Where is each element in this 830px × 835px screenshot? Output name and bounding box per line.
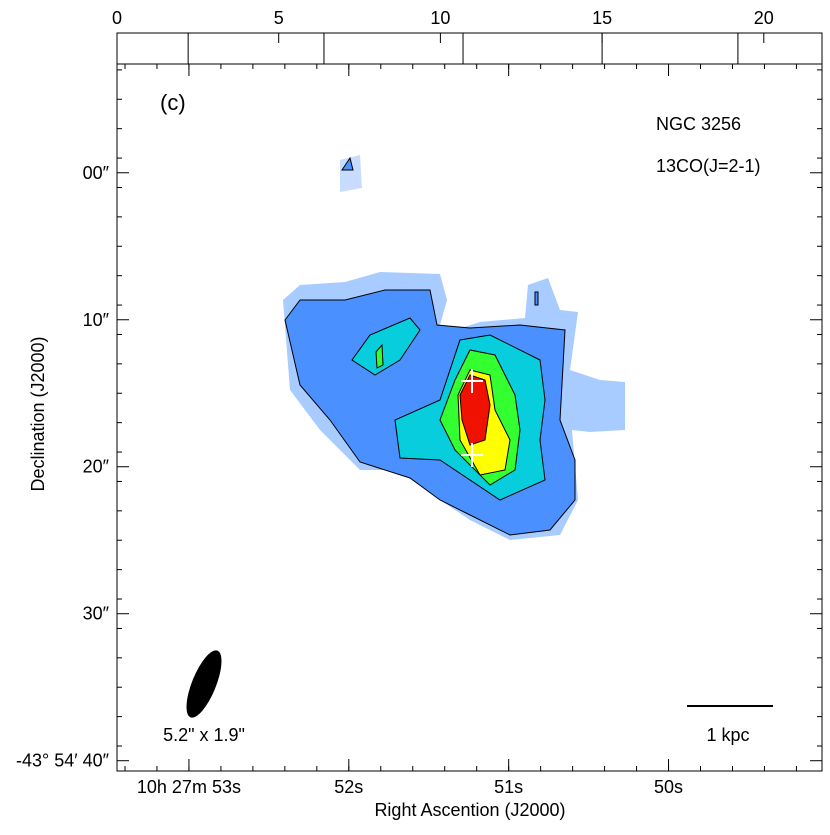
contour-region	[341, 156, 354, 171]
x-tick-label: 51s	[494, 777, 523, 797]
x-tick-label: 10h 27m 53s	[137, 777, 241, 797]
emission-map	[283, 155, 625, 540]
contour-region	[375, 343, 384, 369]
y-tick-label: 10″	[83, 310, 110, 330]
x-tick-label: 52s	[334, 777, 363, 797]
contour-region	[534, 291, 539, 306]
peak-markers	[461, 369, 483, 467]
y-tick-label: 00″	[83, 163, 110, 183]
colorbar-tick-label: 15	[592, 8, 612, 28]
y-tick-label: 20″	[83, 457, 110, 477]
y-axis-label: Declination (J2000)	[28, 336, 48, 491]
x-tick-label: 50s	[654, 777, 683, 797]
x-axis-label: Right Ascention (J2000)	[374, 800, 565, 820]
beam-label: 5.2" x 1.9"	[163, 725, 245, 745]
colorbar-tick-label: 20	[754, 8, 774, 28]
y-tick-label: 30″	[83, 604, 110, 624]
colorbar	[116, 32, 823, 65]
colorbar-tick-label: 5	[274, 8, 284, 28]
scale-label: 1 kpc	[706, 725, 749, 745]
colorbar-tick-label: 10	[430, 8, 450, 28]
object-name: NGC 3256	[656, 114, 741, 134]
colorbar-tick-label: 0	[112, 8, 122, 28]
line-name: 13CO(J=2-1)	[656, 156, 761, 176]
y-tick-label: -43° 54′ 40″	[16, 751, 110, 771]
contour-region	[351, 317, 421, 376]
beam	[186, 650, 222, 718]
panel-label: (c)	[160, 90, 186, 115]
